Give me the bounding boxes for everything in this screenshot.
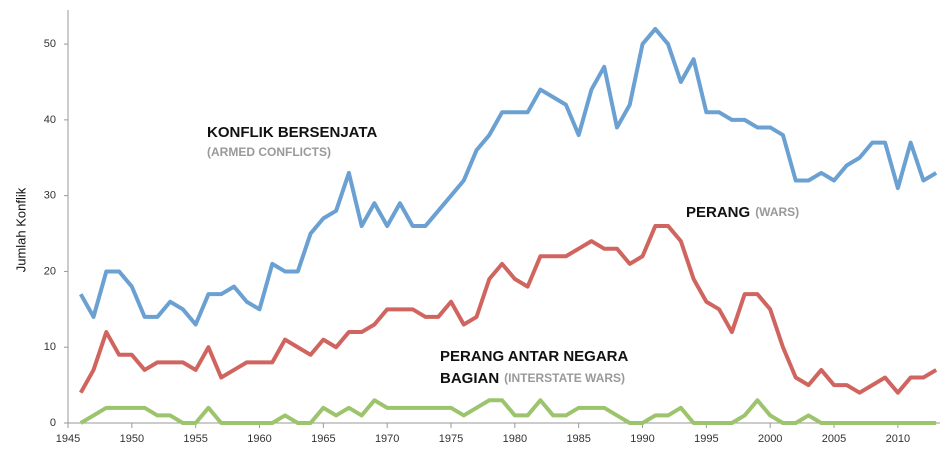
annotation-title: BAGIAN	[440, 370, 499, 387]
x-tick-label: 1980	[503, 433, 527, 445]
x-tick-label: 1965	[311, 433, 335, 445]
y-tick-label: 10	[44, 341, 56, 353]
x-tick-label: 1970	[375, 433, 399, 445]
series-line	[79, 223, 938, 395]
x-tick-label: 1995	[694, 433, 718, 445]
x-tick-label: 1945	[56, 433, 80, 445]
y-tick-label: 50	[44, 38, 56, 50]
x-tick-label: 2005	[822, 433, 846, 445]
x-tick-label: 2000	[758, 433, 782, 445]
y-tick-label: 20	[44, 265, 56, 277]
series-line	[79, 26, 938, 327]
annotation-title: PERANG ANTAR NEGARA	[440, 348, 629, 365]
y-tick-label: 0	[50, 417, 56, 429]
series-line	[79, 398, 937, 425]
x-tick-label: 1990	[630, 433, 654, 445]
annotation-subtitle: (INTERSTATE WARS)	[504, 371, 625, 385]
annotation: PERANG (WARS)	[686, 204, 799, 221]
annotation: PERANG ANTAR NEGARA BAGIAN (INTERSTATE WAR…	[440, 348, 629, 387]
annotation-title: KONFLIK BERSENJATA	[207, 124, 377, 141]
y-axis-label: Jumlah Konflik	[13, 187, 28, 272]
annotation: KONFLIK BERSENJATA (ARMED CONFLICTS)	[207, 124, 377, 159]
annotation-subtitle: (WARS)	[755, 205, 799, 219]
x-tick-label: 2010	[886, 433, 910, 445]
annotation-subtitle: (ARMED CONFLICTS)	[207, 145, 331, 159]
y-tick-label: 40	[44, 114, 56, 126]
y-tick-label: 30	[44, 190, 56, 202]
x-tick-label: 1960	[247, 433, 271, 445]
x-tick-label: 1975	[439, 433, 463, 445]
x-tick-label: 1955	[183, 433, 207, 445]
x-tick-label: 1985	[566, 433, 590, 445]
x-tick-label: 1950	[120, 433, 144, 445]
annotation-title: PERANG	[686, 204, 750, 221]
